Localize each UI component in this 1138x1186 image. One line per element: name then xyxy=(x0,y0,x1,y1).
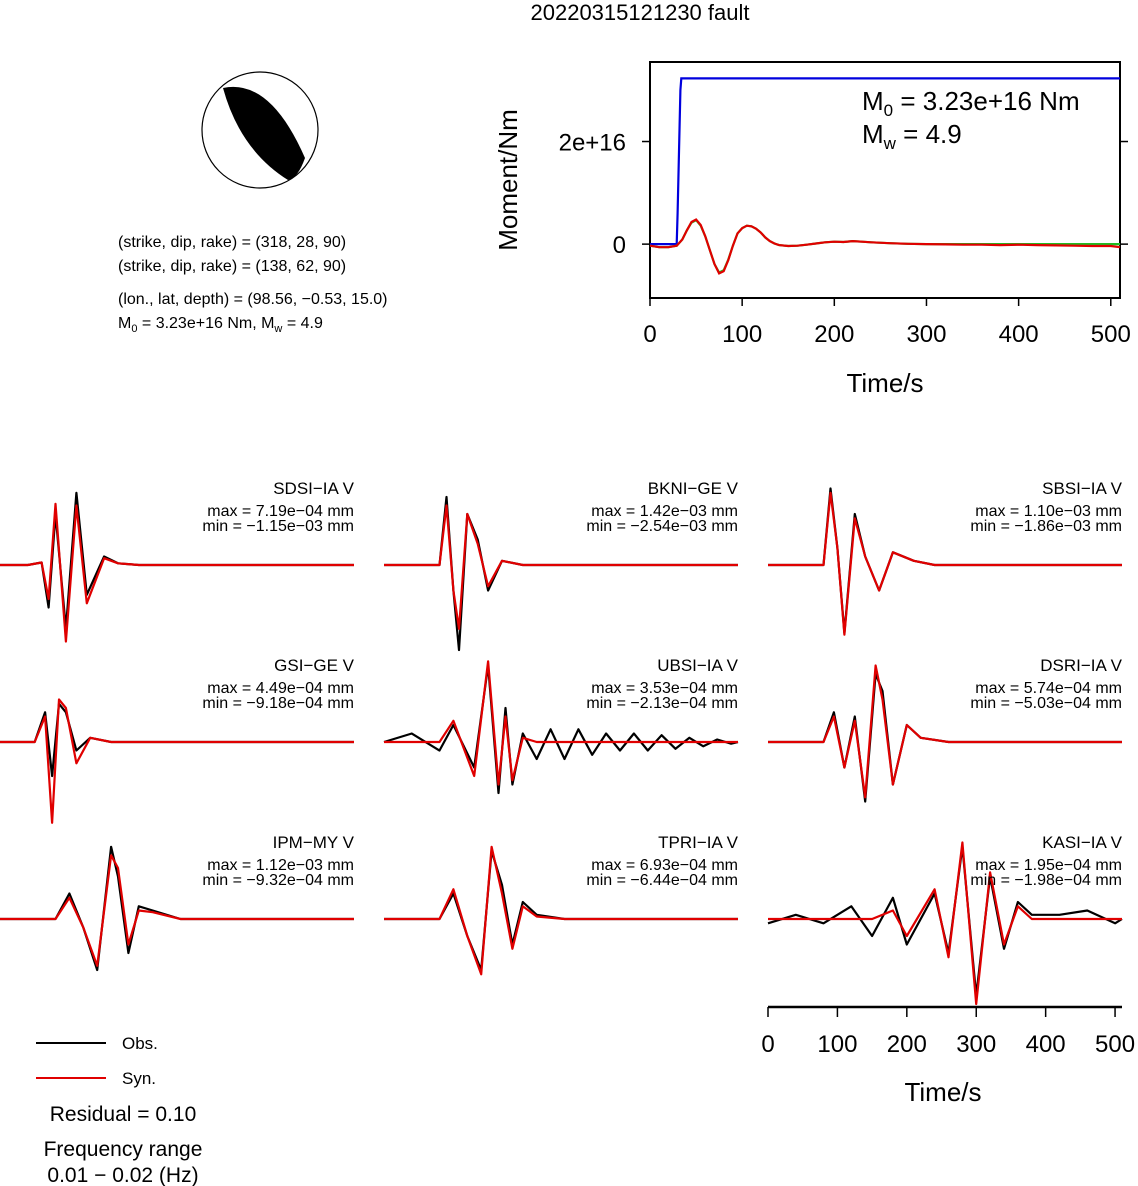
moment-ytick-label: 2e+16 xyxy=(559,130,626,157)
moment-xtick-label-200: 200 xyxy=(814,321,854,348)
synthetic-trace xyxy=(384,845,738,976)
station-min: min = −5.03e−04 mm xyxy=(970,695,1122,712)
synthetic-trace xyxy=(768,491,1122,636)
station-max: max = 1.10e−03 mm xyxy=(975,503,1122,520)
synthetic-trace xyxy=(0,854,354,967)
moment-xtick-label-100: 100 xyxy=(722,321,762,348)
station-name: TPRI−IA V xyxy=(658,833,738,852)
synthetic-trace xyxy=(768,664,1122,799)
moment-xlabel: Time/s xyxy=(846,368,923,398)
mechanism-location: (lon., lat, depth) = (98.56, −0.53, 15.0… xyxy=(118,291,388,308)
moment-xtick-label-300: 300 xyxy=(906,321,946,348)
station-min: min = −9.18e−04 mm xyxy=(202,695,354,712)
moment-xtick-label-0: 0 xyxy=(643,321,656,348)
legend: Obs. Syn. Residual = 0.10 Frequency rang… xyxy=(36,1034,202,1186)
beachball-compressional-quadrant xyxy=(223,86,305,180)
station-min: min = −2.13e−04 mm xyxy=(586,695,738,712)
station-max: max = 3.53e−04 mm xyxy=(591,680,738,697)
moment-annotation-m0: M0 = 3.23e+16 Nm xyxy=(862,86,1080,120)
station-max: max = 4.49e−04 mm xyxy=(207,680,354,697)
station-max: max = 7.19e−04 mm xyxy=(207,503,354,520)
station-name: UBSI−IA V xyxy=(657,656,738,675)
waveform-xtick-label-200: 200 xyxy=(887,1031,927,1058)
station-min: min = −1.98e−04 mm xyxy=(970,872,1122,889)
moment-annotation-mw: Mw = 4.9 xyxy=(862,119,962,153)
waveform-xtick-label-0: 0 xyxy=(761,1031,774,1058)
waveform-xtick-label-300: 300 xyxy=(956,1031,996,1058)
moment-axes: 0 100 200 300 400 500 0 2e+16 xyxy=(559,130,1131,348)
moment-plot-frame xyxy=(649,61,1121,299)
station-min: min = −1.86e−03 mm xyxy=(970,518,1122,535)
frequency-range-value: 0.01 − 0.02 (Hz) xyxy=(47,1164,198,1186)
station-min: min = −1.15e−03 mm xyxy=(202,518,354,535)
waveform-xtick-label-500: 500 xyxy=(1095,1031,1135,1058)
legend-syn-label: Syn. xyxy=(122,1069,156,1088)
synthetic-trace xyxy=(768,841,1122,1006)
legend-obs-label: Obs. xyxy=(122,1034,158,1053)
synthetic-trace xyxy=(0,502,354,643)
moment-xtick-label-400: 400 xyxy=(999,321,1039,348)
synthetic-trace xyxy=(384,660,738,786)
station-max: max = 5.74e−04 mm xyxy=(975,680,1122,697)
waveform-time-axis: Time/s 0 100 200 300 400 500 xyxy=(761,1005,1135,1107)
beachball xyxy=(201,71,319,189)
station-name: GSI−GE V xyxy=(274,656,354,675)
moment-ylabel: Moment/Nm xyxy=(493,109,523,251)
moment-ytick-label: 0 xyxy=(613,232,626,259)
waveform-xtick-label-100: 100 xyxy=(817,1031,857,1058)
moment-series-group xyxy=(649,77,1121,275)
synthetic-trace xyxy=(0,698,354,824)
residual-text: Residual = 0.10 xyxy=(50,1103,197,1126)
frequency-range-title: Frequency range xyxy=(44,1138,203,1161)
waveform-xtick-label-400: 400 xyxy=(1026,1031,1066,1058)
mechanism-line-1: (strike, dip, rake) = (318, 28, 90) xyxy=(118,234,346,251)
station-max: max = 6.93e−04 mm xyxy=(591,857,738,874)
station-name: DSRI−IA V xyxy=(1040,656,1122,675)
moment-series-red xyxy=(649,218,1121,275)
mechanism-moment: M0 = 3.23e+16 Nm, Mw = 4.9 xyxy=(118,315,323,335)
station-max: max = 1.12e−03 mm xyxy=(207,857,354,874)
station-name: KASI−IA V xyxy=(1042,833,1123,852)
figure-title: 20220315121230 fault xyxy=(531,0,750,25)
observed-trace xyxy=(0,702,354,778)
station-min: min = −2.54e−03 mm xyxy=(586,518,738,535)
synthetic-trace xyxy=(384,504,738,630)
waveform-xlabel: Time/s xyxy=(904,1077,981,1107)
station-min: min = −6.44e−04 mm xyxy=(586,872,738,889)
station-name: BKNI−GE V xyxy=(648,479,739,498)
moment-xtick-label-500: 500 xyxy=(1091,321,1131,348)
mechanism-line-2: (strike, dip, rake) = (138, 62, 90) xyxy=(118,258,346,275)
station-name: SBSI−IA V xyxy=(1042,479,1123,498)
moment-series-blue xyxy=(650,77,1120,246)
station-name: IPM−MY V xyxy=(273,833,355,852)
station-min: min = −9.32e−04 mm xyxy=(202,872,354,889)
station-name: SDSI−IA V xyxy=(273,479,354,498)
station-max: max = 1.95e−04 mm xyxy=(975,857,1122,874)
station-max: max = 1.42e−03 mm xyxy=(591,503,738,520)
